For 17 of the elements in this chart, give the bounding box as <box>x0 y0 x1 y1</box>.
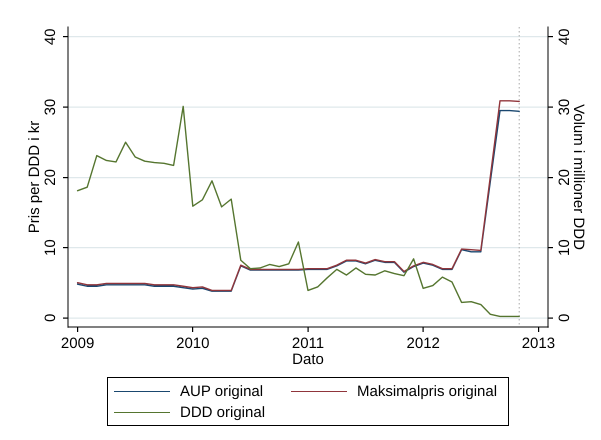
x-tick-label: 2010 <box>176 335 210 352</box>
y-tick-label: 20 <box>42 169 60 186</box>
x-tick-label: 2013 <box>522 335 556 352</box>
x-axis-title: Dato <box>292 351 324 368</box>
y2-tick-label: 0 <box>556 314 574 322</box>
x-tick-label: 2009 <box>60 335 94 352</box>
y-tick-label: 30 <box>42 98 60 116</box>
legend-label: AUP original <box>180 382 264 400</box>
y-axis-title: Pris per DDD i kr <box>26 120 44 234</box>
legend-label: DDD original <box>180 404 266 420</box>
y-tick-label: 10 <box>42 239 60 256</box>
legend-label: Maksimalpris original <box>357 382 498 400</box>
x-tick-label: 2011 <box>292 335 324 352</box>
x-tick-label: 2012 <box>406 335 440 352</box>
y-tick-label: 0 <box>42 314 60 322</box>
y-tick-label: 40 <box>42 28 60 46</box>
y2-tick-label: 40 <box>556 28 574 46</box>
